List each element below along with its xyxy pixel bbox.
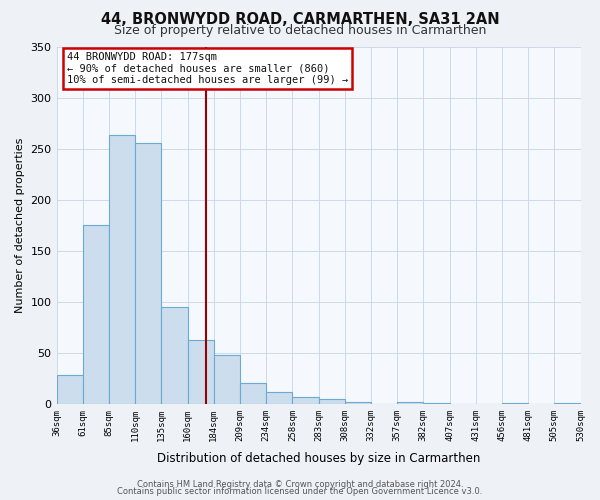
Bar xyxy=(214,355,240,404)
Bar xyxy=(345,402,371,404)
Bar xyxy=(161,307,188,404)
Bar xyxy=(266,392,292,404)
Text: Contains HM Land Registry data © Crown copyright and database right 2024.: Contains HM Land Registry data © Crown c… xyxy=(137,480,463,489)
X-axis label: Distribution of detached houses by size in Carmarthen: Distribution of detached houses by size … xyxy=(157,452,480,465)
Bar xyxy=(56,375,83,404)
Bar xyxy=(397,402,424,404)
Bar xyxy=(319,398,345,404)
Bar xyxy=(554,403,581,404)
Text: 44, BRONWYDD ROAD, CARMARTHEN, SA31 2AN: 44, BRONWYDD ROAD, CARMARTHEN, SA31 2AN xyxy=(101,12,499,28)
Bar xyxy=(502,403,528,404)
Y-axis label: Number of detached properties: Number of detached properties xyxy=(15,138,25,313)
Bar xyxy=(424,403,449,404)
Bar xyxy=(109,136,135,404)
Bar xyxy=(83,225,109,404)
Bar xyxy=(188,340,214,404)
Bar xyxy=(240,384,266,404)
Bar xyxy=(135,144,161,404)
Text: Contains public sector information licensed under the Open Government Licence v3: Contains public sector information licen… xyxy=(118,487,482,496)
Text: Size of property relative to detached houses in Carmarthen: Size of property relative to detached ho… xyxy=(114,24,486,37)
Bar xyxy=(292,396,319,404)
Text: 44 BRONWYDD ROAD: 177sqm
← 90% of detached houses are smaller (860)
10% of semi-: 44 BRONWYDD ROAD: 177sqm ← 90% of detach… xyxy=(67,52,348,85)
